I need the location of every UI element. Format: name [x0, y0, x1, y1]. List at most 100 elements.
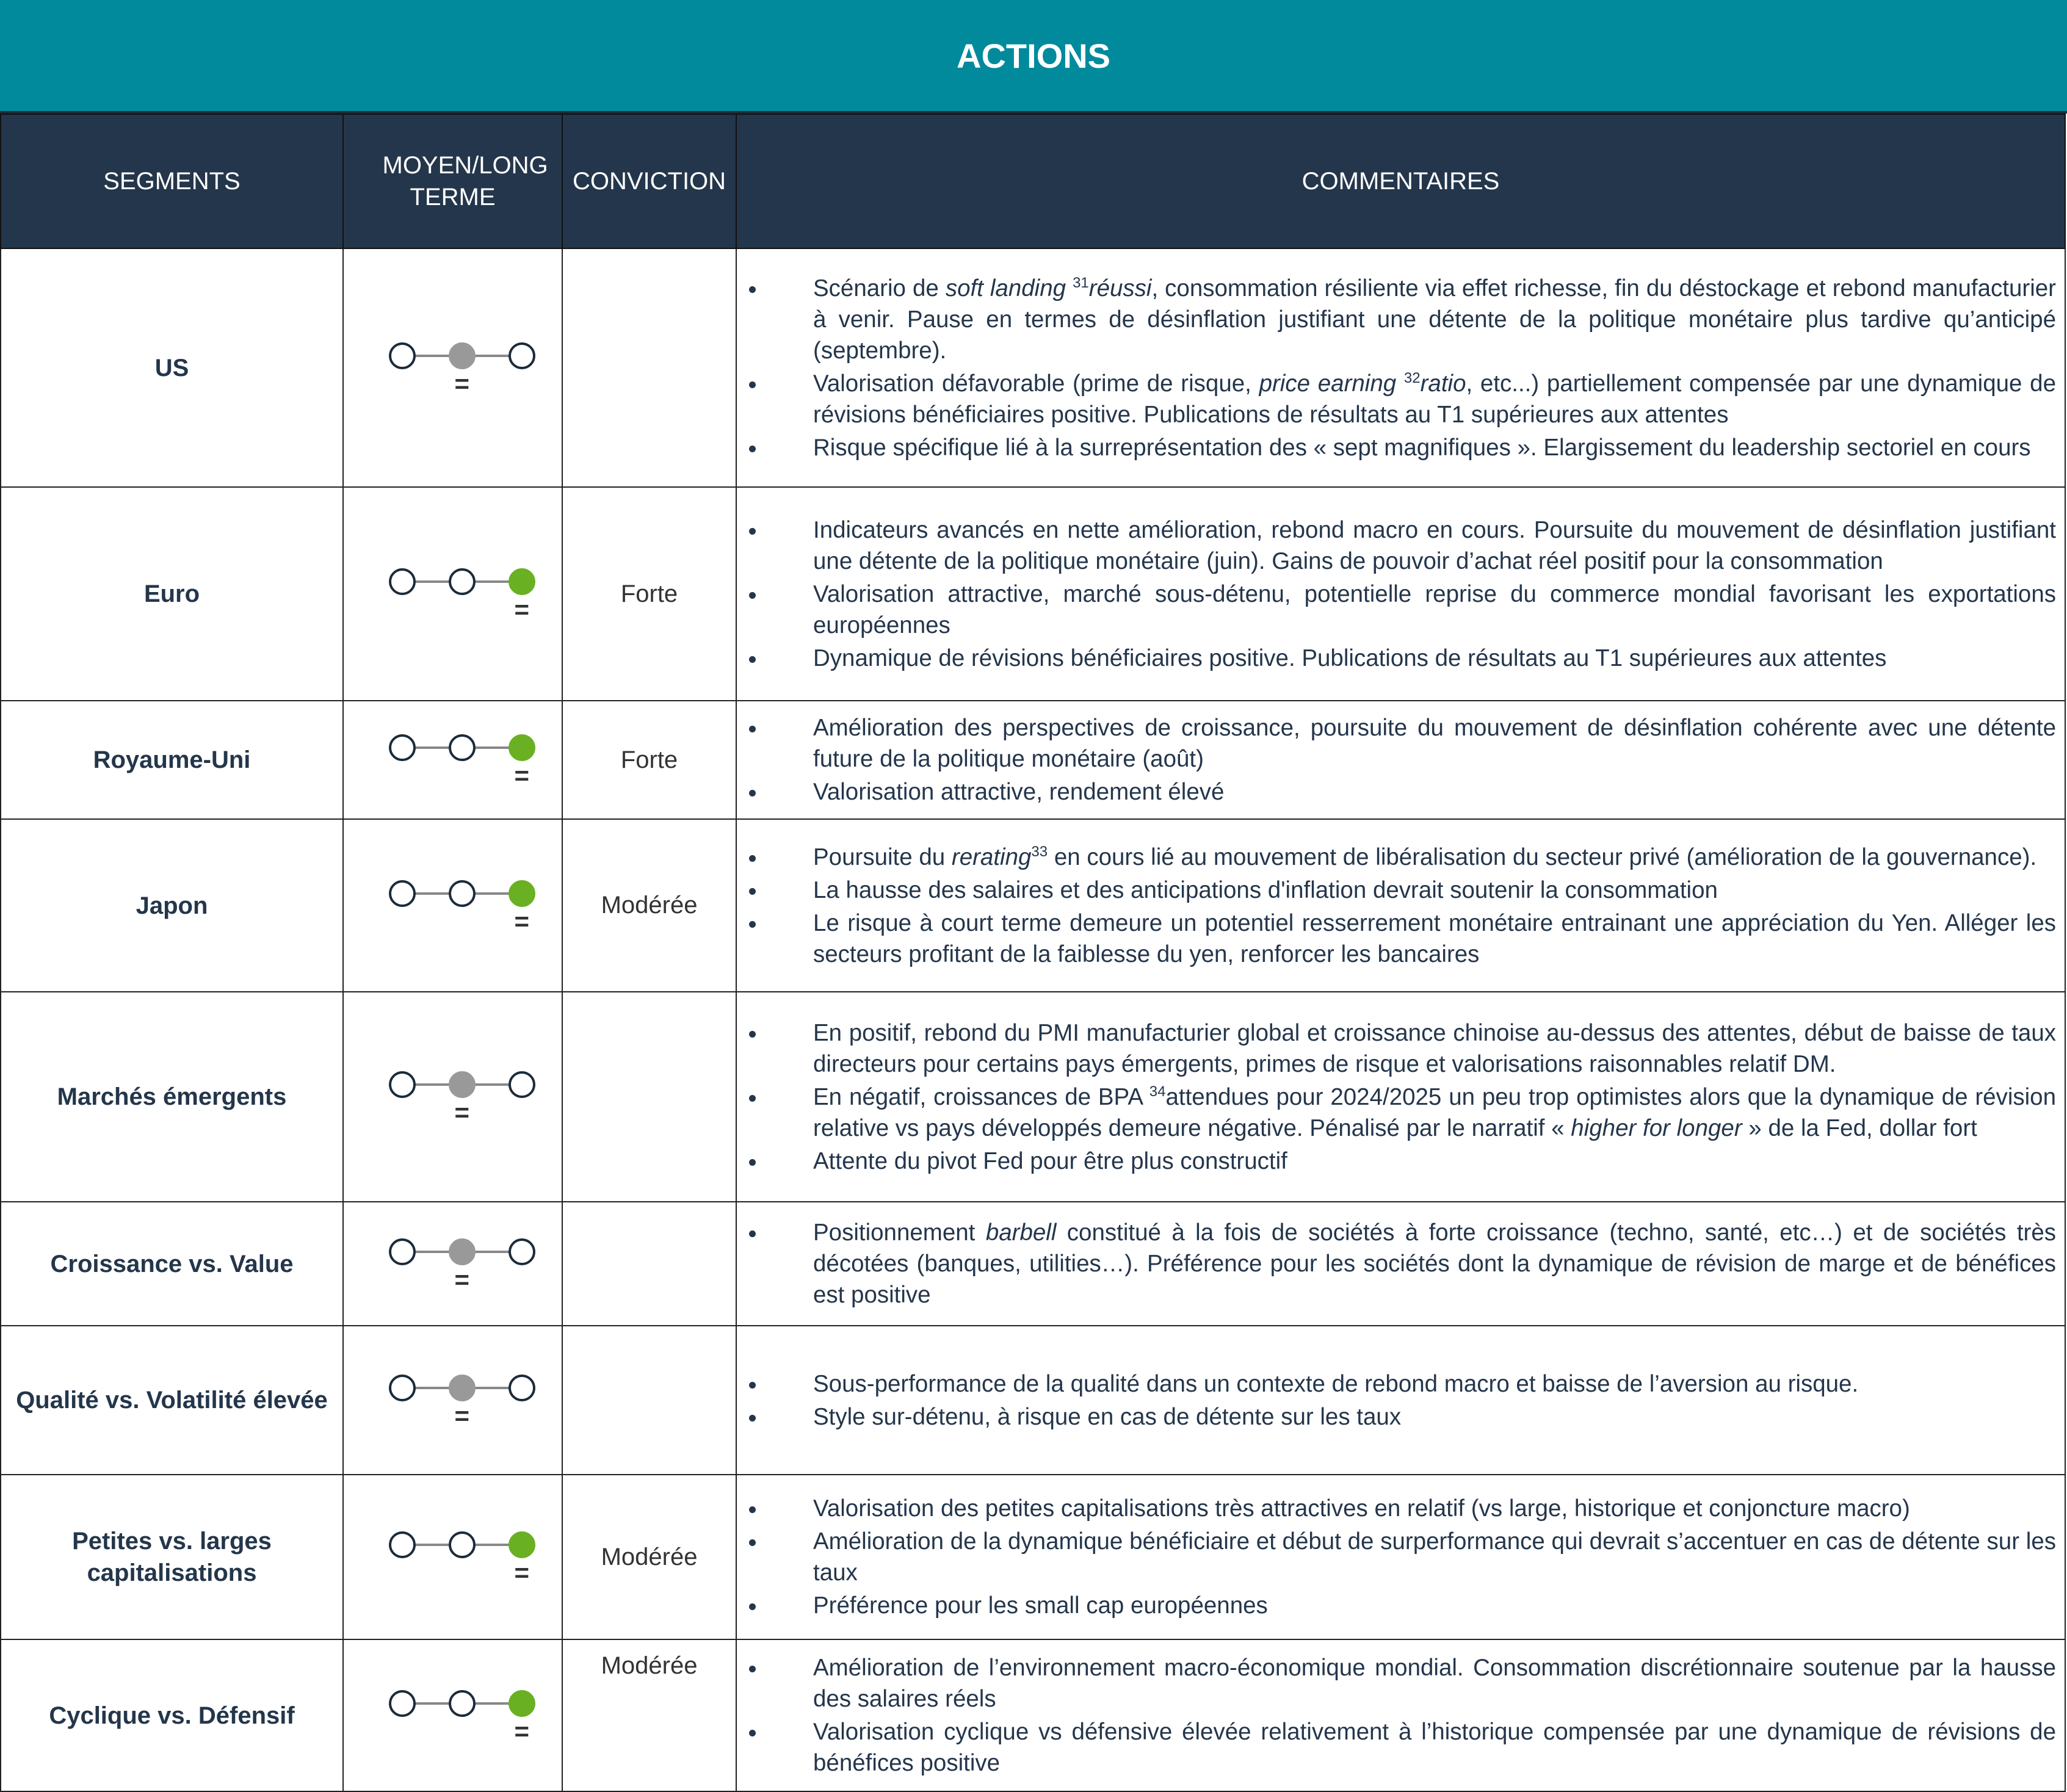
comments-cell: Amélioration de l’environnement macro-éc… [736, 1639, 2066, 1792]
table-row: Petites vs. larges capitalisations = Modér… [0, 1474, 2066, 1640]
trend-equal-icon: = [454, 1401, 470, 1430]
comment-bullet: Dynamique de révisions bénéficiaires pos… [737, 643, 2056, 674]
comment-text: rerating [951, 844, 1032, 870]
conviction-value: Forte [562, 486, 737, 701]
segment-name: Royaume-Uni [0, 700, 344, 820]
scale-dot-selected [508, 880, 535, 907]
comment-list: Positionnement barbell constitué à la fo… [737, 1217, 2056, 1310]
comment-text: En positif, rebond du PMI manufacturier … [813, 1019, 2056, 1077]
comment-text: En négatif, croissances de BPA [813, 1083, 1149, 1110]
comment-text: Le risque à court terme demeure un poten… [813, 909, 2056, 967]
comment-bullet: Style sur-détenu, à risque en cas de dét… [737, 1401, 2056, 1433]
comments-cell: En positif, rebond du PMI manufacturier … [736, 991, 2066, 1202]
term-indicator-cell: = [342, 1474, 563, 1640]
comment-text: Amélioration de l’environnement macro-éc… [813, 1655, 2056, 1712]
scale-dot [508, 1238, 535, 1265]
header-term: MOYEN/LONG TERME [342, 114, 563, 249]
comment-list: Indicateurs avancés en nette amélioratio… [737, 515, 2056, 674]
segment-name: Petites vs. larges capitalisations [0, 1474, 344, 1640]
scale-dot [448, 568, 476, 595]
scale-dot [448, 1531, 476, 1558]
trend-equal-icon: = [454, 1265, 470, 1294]
comment-text: » de la Fed, dollar fort [1742, 1115, 1977, 1141]
comment-list: Valorisation des petites capitalisations… [737, 1493, 2056, 1621]
table-row: Japon = Modérée Poursuite du rerating33 en … [0, 818, 2066, 992]
comment-text: Amélioration des perspectives de croissa… [813, 715, 2056, 772]
scale-dot-selected [508, 1689, 535, 1717]
header-comments: COMMENTAIRES [736, 114, 2066, 249]
scale-dot [448, 880, 476, 907]
comments-cell: Scénario de soft landing 31réussi, conso… [736, 248, 2066, 488]
conviction-value [562, 1201, 737, 1326]
table-row: Croissance vs. Value = Positionnement barb… [0, 1201, 2066, 1326]
table-row: Euro = Forte Indicateurs avancés en nette a… [0, 486, 2066, 701]
positioning-scale: = [377, 869, 535, 936]
header-segments: SEGMENTS [0, 114, 344, 249]
trend-equal-icon: = [514, 906, 530, 936]
table-row: US = Scénario de soft landing 31réussi, co… [0, 248, 2066, 488]
comment-bullet: Amélioration de l’environnement macro-éc… [737, 1652, 2056, 1714]
comment-list: En positif, rebond du PMI manufacturier … [737, 1017, 2056, 1177]
segment-name: Croissance vs. Value [0, 1201, 344, 1326]
conviction-value: Modérée [562, 818, 737, 992]
comment-list: Sous-performance de la qualité dans un c… [737, 1368, 2056, 1433]
header-row: SEGMENTS MOYEN/LONG TERME CONVICTION COM… [0, 114, 2066, 249]
trend-equal-icon: = [454, 369, 470, 398]
comment-text: La hausse des salaires et des anticipati… [813, 876, 1718, 903]
segment-name: Cyclique vs. Défensif [0, 1639, 344, 1792]
comment-text: Poursuite du [813, 844, 952, 870]
comment-text: Valorisation des petites capitalisations… [813, 1495, 1910, 1522]
positioning-scale: = [377, 1520, 535, 1588]
scale-dot-selected [508, 1531, 535, 1558]
comment-text: Préférence pour les small cap européenne… [813, 1592, 1268, 1619]
comment-text: , consommation résiliente via effet rich… [813, 275, 2056, 364]
conviction-value: Modérée [562, 1474, 737, 1640]
comment-bullet: Attente du pivot Fed pour être plus cons… [737, 1146, 2056, 1177]
comment-text: Sous-performance de la qualité dans un c… [813, 1370, 1859, 1397]
comments-cell: Positionnement barbell constitué à la fo… [736, 1201, 2066, 1326]
comment-text: Dynamique de révisions bénéficiaires pos… [813, 645, 1887, 671]
comment-bullet: Positionnement barbell constitué à la fo… [737, 1217, 2056, 1310]
positioning-scale: = [377, 1227, 535, 1295]
comments-cell: Valorisation des petites capitalisations… [736, 1474, 2066, 1640]
trend-equal-icon: = [514, 595, 530, 624]
scale-dot [388, 1689, 416, 1717]
footnote-ref: 33 [1031, 843, 1048, 860]
positioning-scale: = [377, 331, 535, 399]
conviction-value [562, 991, 737, 1202]
table-row: Cyclique vs. Défensif = Modérée Amélioratio… [0, 1639, 2066, 1792]
scale-dot-selected [448, 1238, 476, 1265]
comment-bullet: Valorisation cyclique vs défensive élevé… [737, 1716, 2056, 1779]
comment-text: Positionnement [813, 1219, 986, 1246]
comment-bullet: Valorisation attractive, rendement élevé [737, 776, 2056, 807]
term-indicator-cell: = [342, 248, 563, 488]
term-indicator-cell: = [342, 991, 563, 1202]
comments-cell: Sous-performance de la qualité dans un c… [736, 1325, 2066, 1475]
scale-dot-selected [448, 342, 476, 369]
segment-name: Japon [0, 818, 344, 992]
scale-dot-selected [448, 1375, 476, 1401]
term-indicator-cell: = [342, 1201, 563, 1326]
trend-equal-icon: = [514, 1716, 530, 1746]
table-row: Marchés émergents = En positif, rebond du … [0, 991, 2066, 1202]
segment-name: Qualité vs. Volatilité élevée [0, 1325, 344, 1475]
trend-equal-icon: = [514, 1558, 530, 1587]
comment-text: Attente du pivot Fed pour être plus cons… [813, 1147, 1287, 1174]
scale-dot [508, 1375, 535, 1401]
comment-bullet: Risque spécifique lié à la surreprésenta… [737, 432, 2056, 463]
scale-dot [508, 342, 535, 369]
comment-text: Amélioration de la dynamique bénéficiair… [813, 1528, 2056, 1586]
comment-text: higher for longer [1571, 1115, 1742, 1141]
comment-bullet: En négatif, croissances de BPA 34attendu… [737, 1082, 2056, 1144]
conviction-value [562, 1325, 737, 1475]
comment-bullet: Préférence pour les small cap européenne… [737, 1590, 2056, 1621]
comment-text: Indicateurs avancés en nette amélioratio… [813, 516, 2056, 574]
scale-dot [388, 342, 416, 369]
conviction-value [562, 248, 737, 488]
comment-bullet: En positif, rebond du PMI manufacturier … [737, 1017, 2056, 1080]
comments-cell: Amélioration des perspectives de croissa… [736, 700, 2066, 820]
comment-text: Valorisation défavorable (prime de risqu… [813, 370, 1259, 397]
comment-text: Valorisation attractive, rendement élevé [813, 779, 1225, 805]
scale-dot [448, 1689, 476, 1717]
section-title: ACTIONS [0, 0, 2067, 114]
